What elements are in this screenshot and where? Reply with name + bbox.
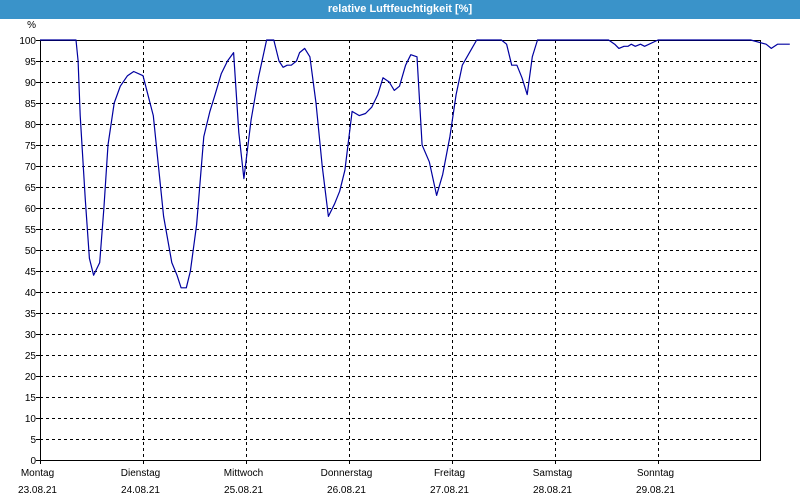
series-layer — [40, 39, 790, 289]
y-tick-label: 70 — [25, 162, 37, 173]
x-tick-date-label: 23.08.21 — [18, 485, 57, 496]
x-tick-day-label: Samstag — [533, 468, 572, 479]
y-tick-label: 90 — [25, 78, 37, 89]
x-tick-date-label: 29.08.21 — [636, 485, 675, 496]
y-tick-label: 85 — [25, 99, 37, 110]
x-tick-date-label: 26.08.21 — [327, 485, 366, 496]
y-axis-label: % — [27, 20, 36, 31]
x-tick-day-label: Freitag — [434, 468, 465, 479]
y-tick-label: 65 — [25, 183, 37, 194]
x-tick-day-label: Mittwoch — [224, 468, 263, 479]
y-tick-label: 55 — [25, 225, 37, 236]
x-tick-day-label: Sonntag — [637, 468, 674, 479]
x-tick-day-label: Montag — [21, 468, 54, 479]
y-tick-label: 35 — [25, 309, 37, 320]
y-tick-label: 40 — [25, 288, 37, 299]
y-tick-label: 95 — [25, 57, 37, 68]
y-tick-label: 60 — [25, 204, 37, 215]
y-tick-label: 50 — [25, 246, 37, 257]
y-tick-label: 45 — [25, 267, 37, 278]
x-tick-day-label: Donnerstag — [321, 468, 373, 479]
x-axis: Montag 23.08.21 Dienstag 24.08.21 Mittwoch 25… — [18, 460, 675, 496]
x-tick-day-label: Dienstag — [121, 468, 160, 479]
grid — [40, 40, 760, 461]
y-axis: 0 5 10 15 20 25 30 35 40 45 50 55 60 65 70 75 80 85 90 95 10… — [19, 36, 40, 467]
x-tick-date-label: 27.08.21 — [430, 485, 469, 496]
y-tick-label: 100 — [19, 36, 36, 47]
y-tick-label: 30 — [25, 330, 37, 341]
y-tick-label: 15 — [25, 393, 37, 404]
x-tick-date-label: 28.08.21 — [533, 485, 572, 496]
y-tick-label: 25 — [25, 351, 37, 362]
x-tick-date-label: 24.08.21 — [121, 485, 160, 496]
y-tick-label: 5 — [30, 435, 36, 446]
y-tick-label: 20 — [25, 372, 37, 383]
y-tick-label: 75 — [25, 141, 37, 152]
y-tick-label: 0 — [30, 456, 36, 467]
plot-frame — [40, 40, 761, 461]
y-tick-label: 80 — [25, 120, 37, 131]
y-tick-label: 10 — [25, 414, 37, 425]
x-tick-date-label: 25.08.21 — [224, 485, 263, 496]
series-line — [40, 39, 790, 289]
chart-title: relative Luftfeuchtigkeit [%] — [0, 0, 800, 19]
